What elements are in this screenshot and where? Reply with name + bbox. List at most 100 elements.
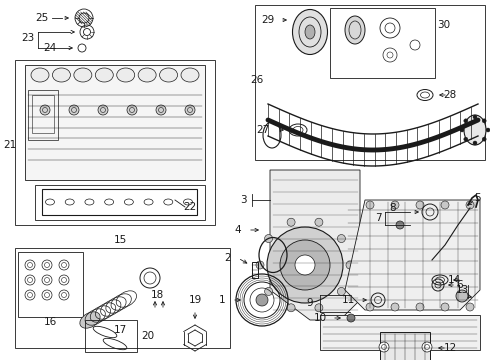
Ellipse shape [181, 68, 199, 82]
Polygon shape [320, 315, 480, 350]
Bar [380, 332, 430, 360]
Circle shape [40, 105, 50, 115]
Bar [330, 8, 435, 78]
Circle shape [256, 294, 268, 306]
Circle shape [466, 303, 474, 311]
Circle shape [486, 128, 490, 132]
Circle shape [473, 115, 477, 119]
Bar [28, 90, 58, 140]
Circle shape [441, 303, 449, 311]
Circle shape [267, 227, 343, 303]
Circle shape [396, 221, 404, 229]
Circle shape [366, 303, 374, 311]
Circle shape [280, 240, 330, 290]
Circle shape [256, 261, 264, 269]
Text: 11: 11 [342, 295, 355, 305]
Circle shape [460, 128, 464, 132]
Polygon shape [345, 200, 480, 310]
Text: 18: 18 [150, 290, 164, 300]
Text: 1: 1 [219, 295, 225, 305]
Circle shape [346, 261, 354, 269]
Circle shape [366, 201, 374, 209]
Polygon shape [270, 170, 360, 320]
Text: 10: 10 [314, 313, 326, 323]
Circle shape [482, 137, 486, 141]
Text: 6: 6 [457, 280, 464, 290]
Text: 15: 15 [113, 235, 126, 245]
Circle shape [287, 304, 295, 312]
Bar [252, 262, 258, 278]
Circle shape [127, 105, 137, 115]
Circle shape [464, 137, 468, 141]
Text: 26: 26 [250, 75, 264, 85]
Bar [35, 185, 205, 220]
Circle shape [338, 287, 345, 296]
Ellipse shape [31, 68, 49, 82]
Text: 8: 8 [390, 203, 396, 213]
Circle shape [391, 303, 399, 311]
Circle shape [287, 218, 295, 226]
Text: 29: 29 [261, 15, 274, 25]
Bar [255, 5, 485, 160]
Ellipse shape [52, 68, 71, 82]
Text: 4: 4 [235, 225, 241, 235]
Circle shape [473, 141, 477, 145]
Text: 23: 23 [22, 33, 35, 43]
Bar [42, 189, 197, 215]
Circle shape [69, 105, 79, 115]
Circle shape [456, 290, 468, 302]
Text: 14: 14 [447, 275, 461, 285]
Circle shape [422, 342, 432, 352]
Circle shape [315, 218, 323, 226]
Circle shape [391, 201, 399, 209]
Bar [18, 252, 83, 317]
Ellipse shape [74, 68, 92, 82]
Text: 2: 2 [225, 253, 231, 263]
Bar [15, 60, 215, 225]
Text: 12: 12 [443, 343, 457, 353]
Text: 21: 21 [3, 140, 17, 150]
Ellipse shape [345, 16, 365, 44]
Circle shape [265, 235, 272, 243]
Ellipse shape [138, 68, 156, 82]
Ellipse shape [160, 68, 177, 82]
Text: 19: 19 [188, 295, 201, 305]
Circle shape [464, 119, 468, 123]
Ellipse shape [293, 9, 327, 54]
Circle shape [482, 119, 486, 123]
Text: 7: 7 [375, 213, 381, 223]
Text: 17: 17 [113, 325, 126, 335]
Circle shape [416, 201, 424, 209]
Text: 24: 24 [44, 43, 57, 53]
Text: 28: 28 [443, 90, 457, 100]
Text: 3: 3 [240, 195, 246, 205]
Ellipse shape [95, 68, 113, 82]
Text: 5: 5 [474, 193, 480, 203]
Ellipse shape [117, 68, 135, 82]
Bar [85, 320, 137, 352]
Ellipse shape [464, 115, 486, 145]
Circle shape [265, 287, 272, 296]
Ellipse shape [80, 312, 100, 328]
Circle shape [338, 235, 345, 243]
Ellipse shape [305, 25, 315, 39]
Bar [32, 95, 54, 133]
Circle shape [379, 342, 389, 352]
Text: 13: 13 [455, 285, 468, 295]
Text: 27: 27 [256, 125, 270, 135]
Text: 9: 9 [307, 298, 313, 308]
Circle shape [98, 105, 108, 115]
Circle shape [347, 314, 355, 322]
Circle shape [295, 255, 315, 275]
Text: 22: 22 [183, 202, 196, 212]
Circle shape [416, 303, 424, 311]
Text: 20: 20 [142, 331, 154, 341]
Circle shape [185, 105, 195, 115]
Polygon shape [25, 65, 205, 180]
Text: 25: 25 [35, 13, 49, 23]
Circle shape [315, 304, 323, 312]
Bar [15, 248, 230, 348]
Text: 30: 30 [438, 20, 451, 30]
Circle shape [466, 201, 474, 209]
Circle shape [441, 201, 449, 209]
